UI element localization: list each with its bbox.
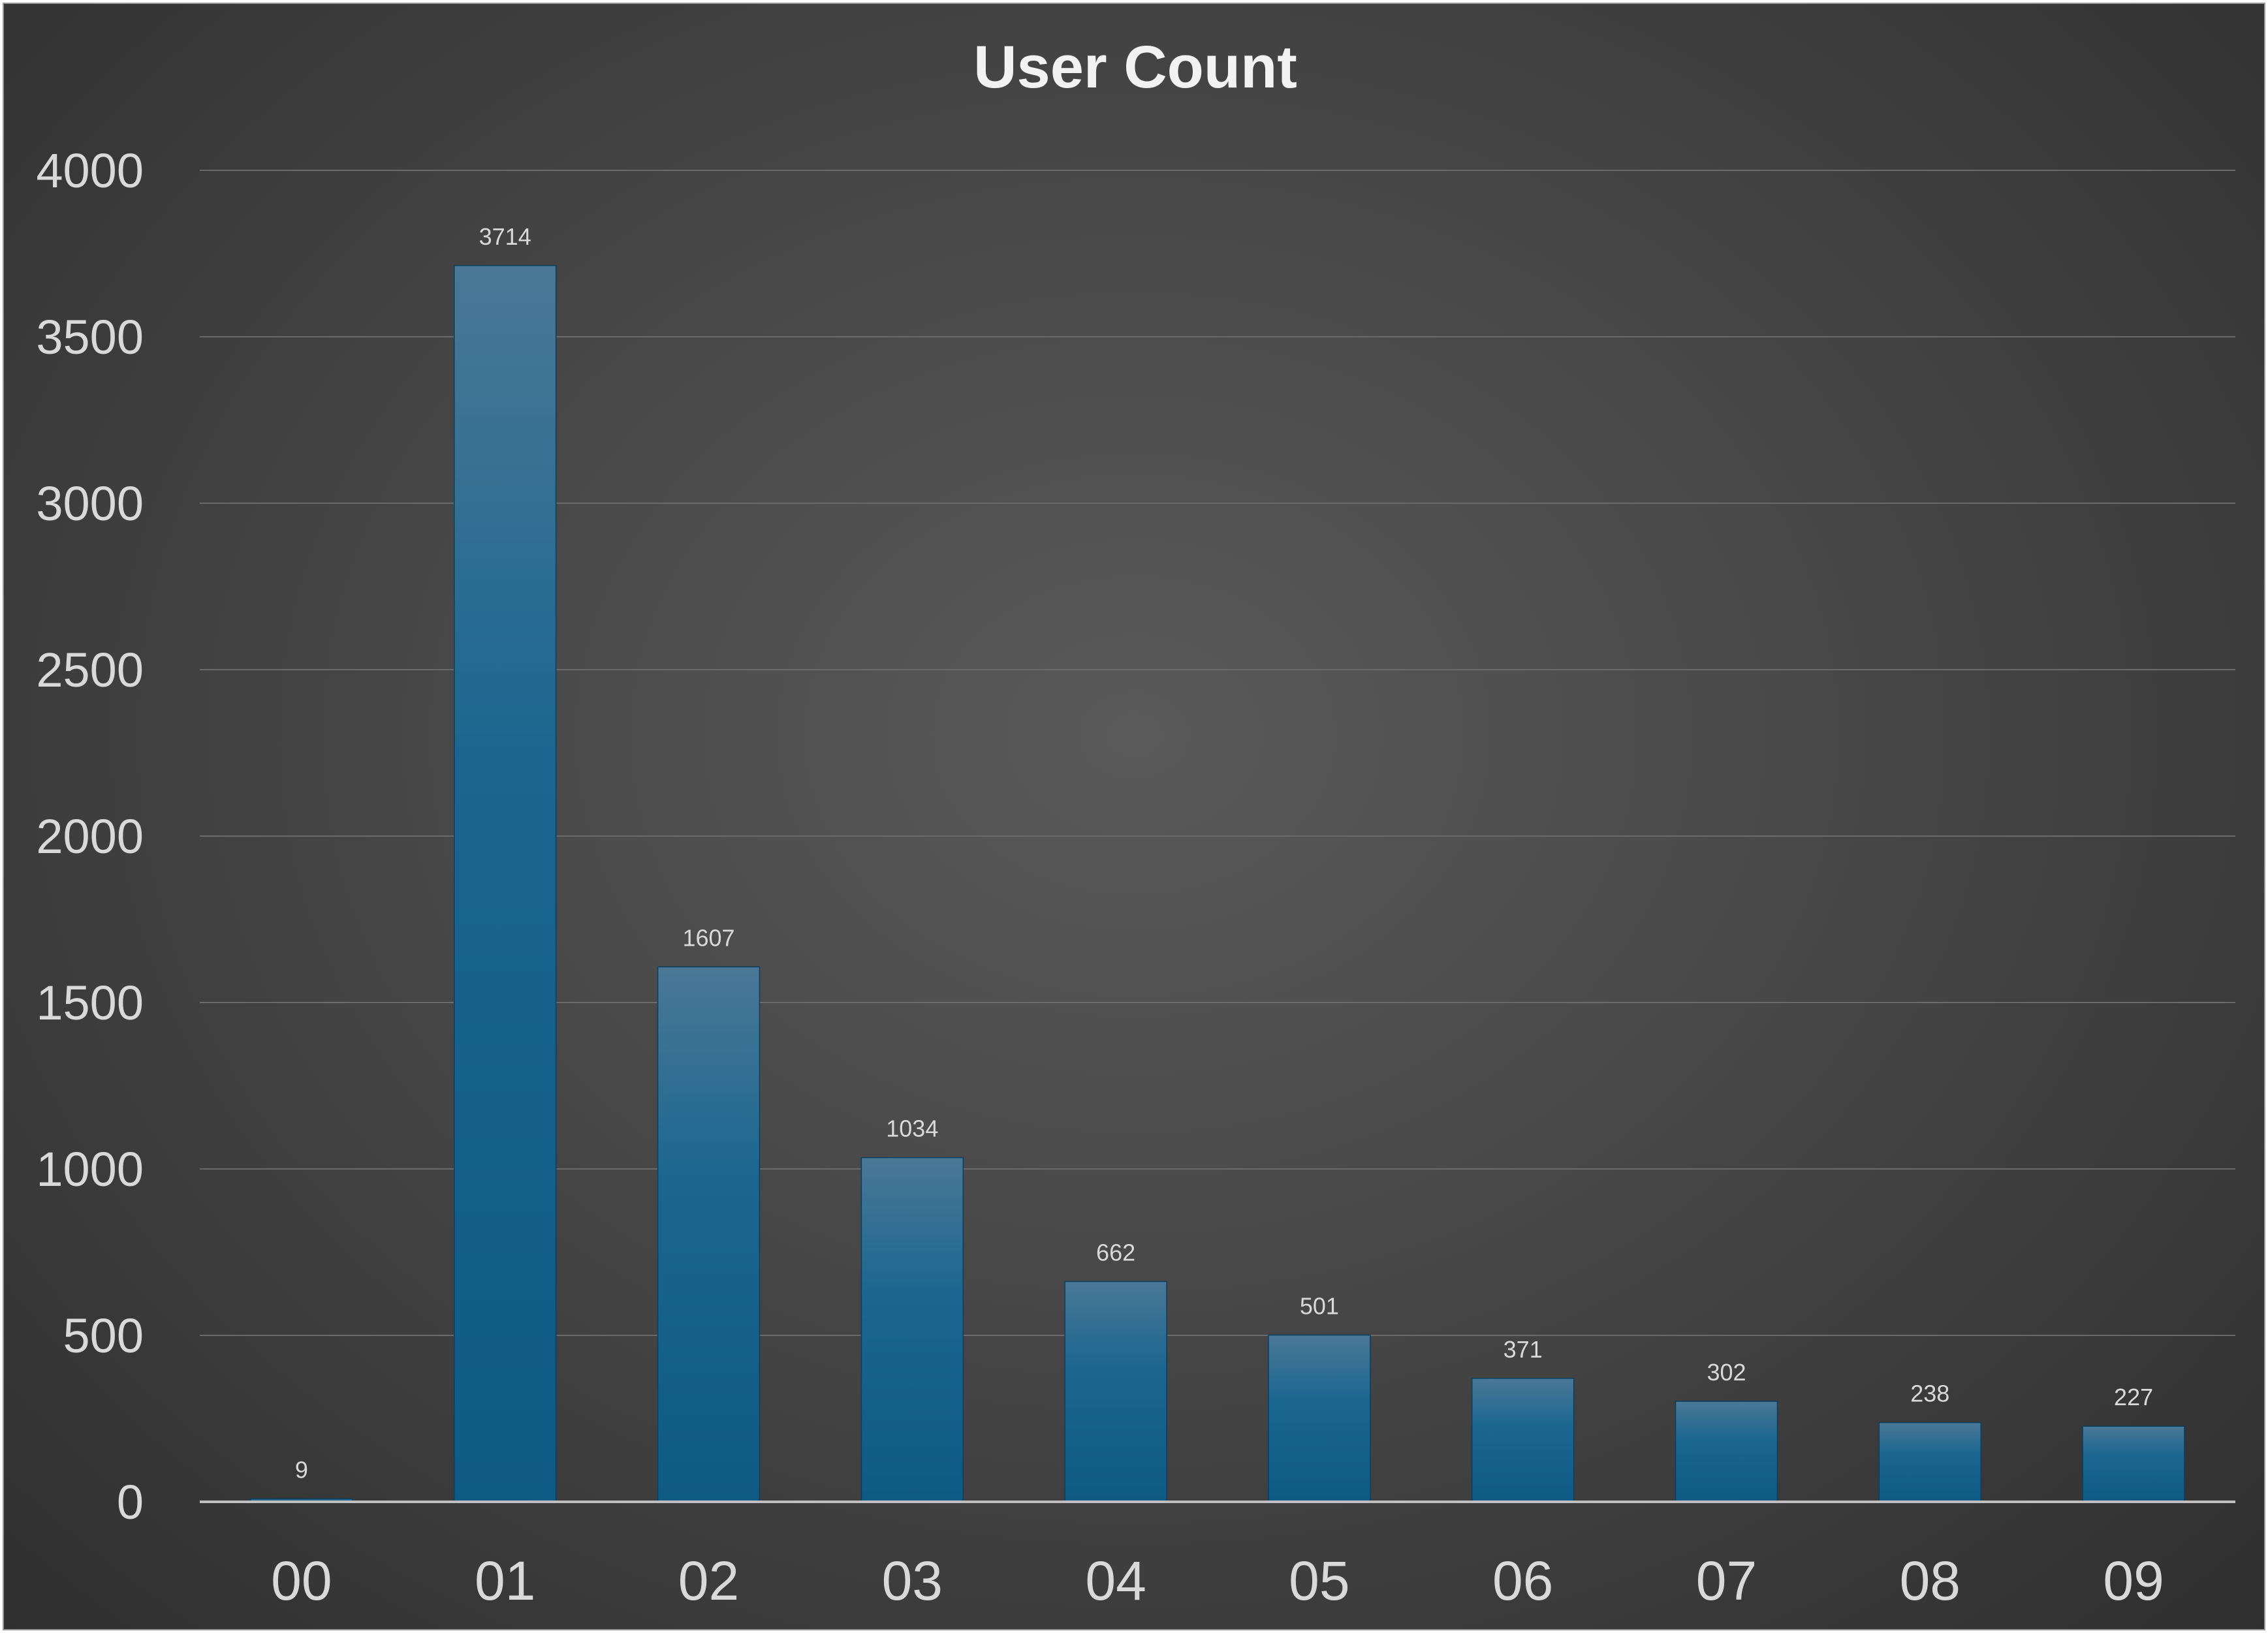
data-label-02: 1607 xyxy=(682,924,734,951)
data-label-08: 238 xyxy=(1910,1380,1949,1407)
data-label-01: 3714 xyxy=(479,223,531,250)
y-tick-label: 1500 xyxy=(36,976,144,1030)
data-label-00: 9 xyxy=(295,1456,308,1483)
x-tick-label: 03 xyxy=(882,1550,943,1611)
y-tick-label: 2500 xyxy=(36,643,144,697)
y-tick-label: 2000 xyxy=(36,809,144,863)
y-tick-label: 3000 xyxy=(36,476,144,531)
bar-03 xyxy=(860,1157,964,1502)
bar-09 xyxy=(2082,1425,2185,1502)
x-tick-label: 06 xyxy=(1492,1550,1553,1611)
x-axis-ticks: 00 01 02 03 04 05 06 07 08 09 xyxy=(271,1550,2164,1611)
y-tick-label: 500 xyxy=(63,1309,144,1363)
x-tick-label: 05 xyxy=(1289,1550,1349,1611)
bars xyxy=(250,265,2185,1502)
x-tick-label: 00 xyxy=(271,1550,332,1611)
x-tick-label: 07 xyxy=(1696,1550,1757,1611)
data-label-06: 371 xyxy=(1504,1336,1543,1363)
x-tick-label: 08 xyxy=(1900,1550,1961,1611)
bar-05 xyxy=(1268,1334,1371,1502)
data-label-09: 227 xyxy=(2114,1384,2153,1410)
bar-02 xyxy=(657,966,761,1502)
bar-08 xyxy=(1878,1422,1982,1502)
data-label-05: 501 xyxy=(1300,1292,1339,1319)
y-tick-label: 0 xyxy=(117,1475,144,1529)
x-tick-label: 04 xyxy=(1085,1550,1146,1611)
data-label-07: 302 xyxy=(1707,1359,1746,1386)
y-tick-label: 4000 xyxy=(36,144,144,198)
bar-06 xyxy=(1472,1378,1575,1502)
bar-01 xyxy=(454,265,557,1502)
bar-04 xyxy=(1064,1281,1167,1502)
x-tick-label: 09 xyxy=(2103,1550,2164,1611)
y-tick-label: 1000 xyxy=(36,1142,144,1196)
y-axis-ticks: 0 500 1000 1500 2000 2500 3000 3500 4000 xyxy=(36,144,144,1529)
data-label-03: 1034 xyxy=(886,1115,938,1142)
data-labels: 9 3714 1607 1034 662 501 371 302 238 227 xyxy=(295,223,2153,1484)
y-tick-label: 3500 xyxy=(36,310,144,364)
bar-07 xyxy=(1675,1401,1778,1502)
data-label-04: 662 xyxy=(1096,1239,1135,1266)
bar-chart: User Count 9 3714 1607 1034 662 501 371 302 238 2… xyxy=(36,34,2235,1611)
chart-title: User Count xyxy=(973,34,1297,101)
x-tick-label: 01 xyxy=(475,1550,535,1611)
chart-area: User Count 9 3714 1607 1034 662 501 371 302 238 2… xyxy=(3,3,2265,1630)
x-tick-label: 02 xyxy=(678,1550,739,1611)
